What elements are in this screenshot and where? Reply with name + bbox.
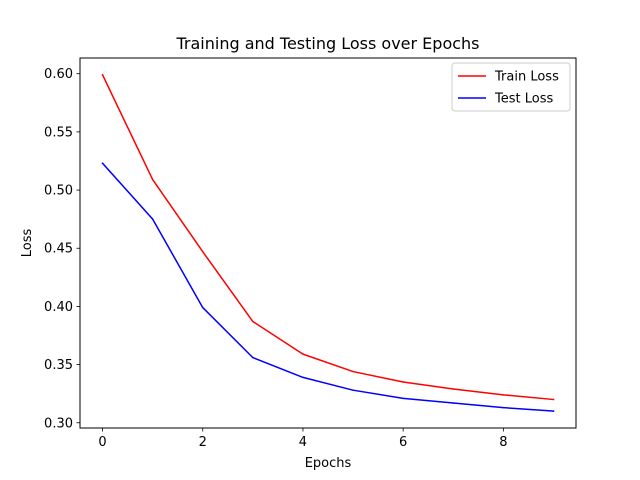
train-loss-point: [302, 353, 304, 355]
x-tick-label: 2: [199, 435, 207, 450]
legend-box: [451, 62, 571, 112]
y-tick-label: 0.55: [44, 125, 73, 140]
x-tick-label: 4: [299, 435, 307, 450]
test-loss-point: [452, 402, 455, 404]
test-loss-point: [151, 218, 154, 220]
test-loss-point: [402, 397, 404, 400]
train-loss-point: [552, 398, 555, 401]
y-axis-label: Loss: [20, 229, 35, 258]
y-tick-label: 0.30: [44, 416, 73, 431]
train-loss-point: [352, 370, 354, 373]
y-tick-label: 0.45: [44, 242, 73, 257]
y-tick-label: 0.50: [44, 184, 73, 199]
y-tick-label: 0.40: [44, 300, 73, 315]
train-loss-point: [101, 74, 104, 76]
train-loss-point: [252, 320, 254, 323]
x-tick-label: 6: [399, 435, 407, 450]
test-loss-point: [101, 162, 104, 165]
x-tick-label: 8: [499, 435, 507, 450]
y-tick-label: 0.60: [44, 67, 73, 82]
train-loss-line: [101, 73, 555, 401]
x-axis-label: Epochs: [305, 456, 352, 471]
test-loss-point: [252, 356, 254, 359]
axis-ticks: 0 2 4 6 8 0.30 0.35 0.40 0.45 0.50 0.55 0.60: [44, 67, 507, 450]
train-loss-point: [452, 388, 455, 390]
plot-area: [101, 73, 555, 412]
legend: Train Loss Test Loss: [451, 62, 571, 112]
y-tick-label: 0.35: [44, 358, 73, 373]
test-loss-point: [552, 410, 555, 412]
train-loss-point: [201, 250, 204, 253]
test-loss-point: [302, 376, 304, 379]
test-loss-line: [101, 162, 555, 412]
x-tick-label: 0: [98, 435, 106, 450]
test-loss-legend-label: Test Loss: [494, 92, 553, 107]
train-loss-legend-label: Train Loss: [494, 70, 559, 85]
train-loss-point: [502, 394, 505, 396]
axes-frame: [79, 57, 577, 429]
test-loss-point: [352, 389, 354, 391]
chart-title: Training and Testing Loss over Epochs: [175, 34, 479, 53]
train-loss-point: [402, 381, 404, 383]
test-loss-point: [502, 406, 505, 409]
test-loss-point: [201, 306, 204, 309]
train-loss-point: [151, 178, 154, 181]
